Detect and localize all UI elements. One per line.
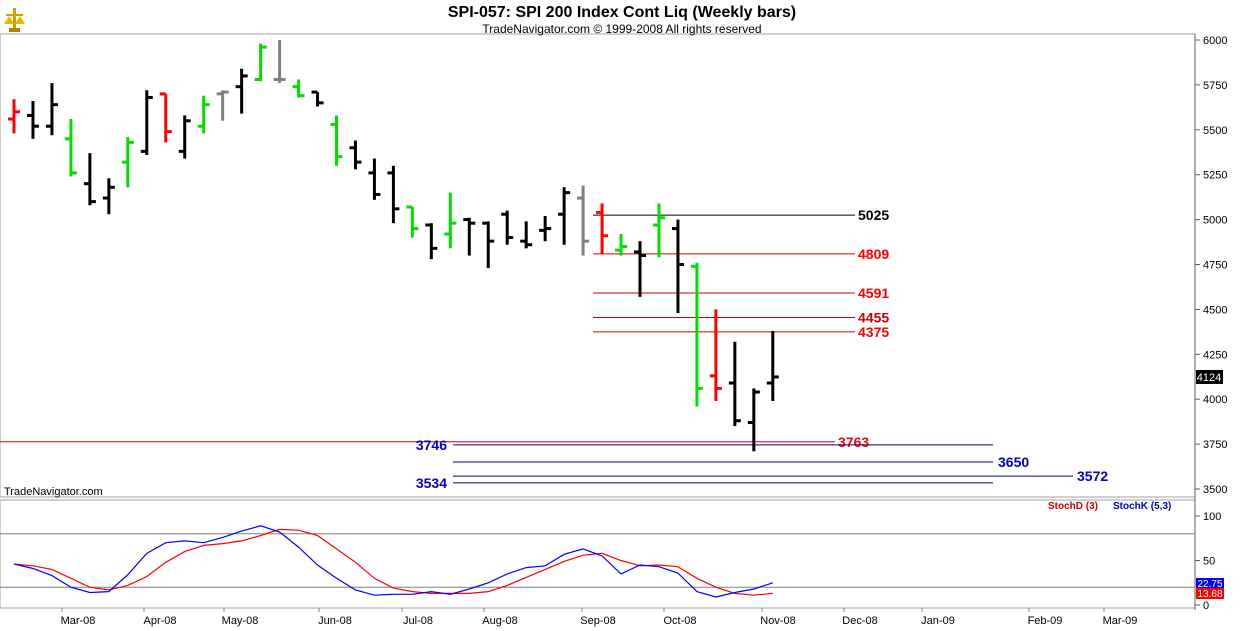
date-tick-label: Oct-08	[663, 615, 696, 627]
date-tick-label: May-08	[222, 615, 259, 627]
ohlc-bar	[463, 217, 476, 256]
level-label-4455: 4455	[858, 309, 889, 325]
date-tick-label: Nov-08	[760, 615, 795, 627]
price-tick-label: 4000	[1203, 394, 1227, 406]
copyright-text: TradeNavigator.com © 1999-2008 All right…	[482, 22, 761, 36]
ohlc-bar	[501, 210, 514, 245]
ohlc-bar	[349, 140, 362, 170]
watermark-text: TradeNavigator.com	[4, 486, 103, 498]
stochK-value-badge	[1196, 578, 1224, 589]
price-tick-label: 3750	[1203, 439, 1227, 451]
price-tick-label: 4500	[1203, 304, 1227, 316]
ohlc-bar	[652, 203, 665, 258]
ohlc-bar	[709, 309, 722, 401]
price-tick-label: 5250	[1203, 170, 1227, 182]
level-label-3650: 3650	[998, 454, 1029, 470]
price-bars	[8, 40, 779, 452]
ohlc-bar	[558, 187, 571, 245]
date-tick-label: Feb-09	[1028, 615, 1063, 627]
ohlc-bar	[330, 115, 343, 166]
price-tick-label: 6000	[1203, 35, 1227, 47]
price-tick-label: 5500	[1203, 125, 1227, 137]
date-tick-label: Mar-08	[61, 615, 96, 627]
level-label-3534: 3534	[416, 475, 447, 491]
stochastic-panel	[0, 525, 1195, 598]
ohlc-bar	[159, 92, 172, 143]
ohlc-bar	[671, 219, 684, 313]
ohlc-bar	[766, 330, 779, 401]
ohlc-bar	[615, 233, 628, 256]
date-tick-label: Mar-09	[1103, 615, 1138, 627]
ohlc-bar	[178, 115, 191, 159]
ohlc-bar	[292, 79, 305, 98]
date-axis: Mar-08 Apr-08 May-08 Jun-08 Jul-08 Aug-08 Sep-…	[61, 608, 1138, 627]
date-tick-label: Sep-08	[580, 615, 615, 627]
scale-icon	[4, 8, 25, 32]
price-axis: 3500 3750 4000 4250 4500 4750 5000 5250 5500 5750…	[1195, 35, 1227, 612]
ohlc-bar	[444, 192, 457, 249]
ohlc-bar	[577, 185, 590, 256]
ohlc-bar	[728, 341, 741, 427]
price-tick-label: 3500	[1203, 484, 1227, 496]
ohlc-bar	[520, 221, 533, 249]
last-price-value: 4124	[1197, 372, 1221, 384]
price-panel-frame	[0, 33, 1196, 498]
stochD-value: 13.68	[1197, 589, 1222, 600]
level-label-4375: 4375	[858, 324, 889, 340]
price-tick-label: 4750	[1203, 260, 1227, 272]
stochD-line	[13, 528, 773, 596]
ohlc-bar	[64, 119, 77, 177]
date-tick-label: Jan-09	[921, 615, 955, 627]
level-label-5025: 5025	[858, 207, 889, 223]
ohlc-bar	[747, 388, 760, 452]
price-tick-label: 5000	[1203, 215, 1227, 227]
stoch-tick-label: 100	[1203, 511, 1221, 523]
level-label-3572: 3572	[1077, 468, 1108, 484]
ohlc-bar	[406, 205, 419, 238]
stochK-legend: StochK (5,3)	[1113, 501, 1171, 512]
ohlc-bar	[121, 136, 134, 188]
ohlc-bar	[482, 221, 495, 269]
ohlc-bar	[197, 95, 210, 134]
ohlc-bar	[539, 216, 552, 242]
last-price-badge	[1196, 370, 1223, 384]
ohlc-bar	[387, 165, 400, 224]
ohlc-bar	[425, 223, 438, 260]
chart-title: SPI-057: SPI 200 Index Cont Liq (Weekly …	[448, 4, 796, 21]
stochD-legend: StochD (3)	[1048, 501, 1098, 512]
ohlc-bar	[8, 99, 20, 134]
date-tick-label: Dec-08	[842, 615, 877, 627]
ohlc-bar	[254, 43, 267, 82]
ohlc-bar	[83, 153, 96, 206]
ohlc-bar	[216, 90, 229, 121]
ohlc-bar	[690, 262, 703, 407]
date-tick-label: Apr-08	[143, 615, 176, 627]
price-tick-label: 5750	[1203, 80, 1227, 92]
ohlc-bar	[140, 90, 153, 155]
date-tick-label: Jul-08	[403, 615, 433, 627]
stochK-line	[13, 525, 773, 598]
date-tick-label: Jun-08	[318, 615, 352, 627]
price-tick-label: 4250	[1203, 349, 1227, 361]
level-label-3746: 3746	[416, 437, 447, 453]
ohlc-bar	[596, 203, 609, 254]
stochD-value-badge	[1196, 588, 1224, 599]
ohlc-bar	[235, 68, 248, 114]
ohlc-bar	[634, 241, 647, 297]
ohlc-bar	[102, 178, 115, 215]
level-label-4591: 4591	[858, 285, 889, 301]
ohlc-bar	[45, 83, 58, 136]
ohlc-bar	[26, 101, 39, 139]
level-label-3763: 3763	[838, 434, 869, 450]
stoch-tick-label: 0	[1203, 600, 1209, 612]
stochK-value: 22.75	[1197, 579, 1222, 590]
ohlc-bar	[368, 158, 381, 200]
date-tick-label: Aug-08	[482, 615, 517, 627]
level-label-4809: 4809	[858, 246, 889, 262]
stoch-tick-label: 50	[1203, 556, 1215, 568]
ohlc-bar	[311, 90, 324, 107]
ohlc-bar	[273, 40, 286, 84]
